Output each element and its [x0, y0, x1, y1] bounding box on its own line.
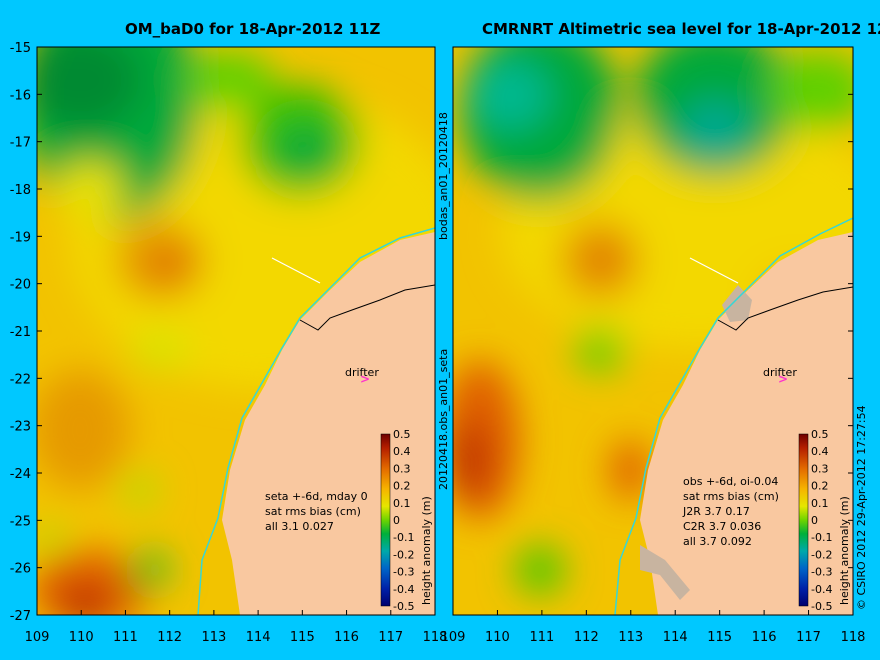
- colorbar-tick-label: 0.4: [811, 445, 829, 458]
- lat-tick-label: -26: [10, 562, 31, 577]
- lat-tick-label: -19: [10, 230, 31, 245]
- colorbar-tick-label: -0.3: [811, 566, 832, 579]
- colorbar-tick-label: 0.5: [393, 428, 411, 441]
- colorbar-tick-label: 0.2: [811, 480, 829, 493]
- right-lon-axis: 109 110 111 112 113 114 115 116 117 118: [441, 610, 866, 645]
- lat-tick-label: -17: [10, 136, 31, 151]
- left-drifter-icon: >: [360, 372, 370, 386]
- credit-text: © CSIRO 2012 29-Apr-2012 17:27:54: [855, 405, 868, 610]
- colorbar-tick-label: -0.5: [811, 600, 832, 613]
- colorbar-tick-label: 0.2: [393, 480, 411, 493]
- right-panel-title: CMRNRT Altimetric sea level for 18-Apr-2…: [482, 20, 880, 38]
- colorbar-tick-label: -0.5: [393, 600, 414, 613]
- svg-text:sat rms bias (cm): sat rms bias (cm): [683, 490, 779, 503]
- lat-tick-label: -27: [10, 609, 31, 624]
- colorbar-tick-label: -0.4: [811, 583, 832, 596]
- right-colorbar: 0.5 0.4 0.3 0.2 0.1 0 -0.1 -0.2 -0.3 -0.4 -0.5 hei…: [798, 428, 851, 613]
- lat-tick-label: -24: [10, 467, 31, 482]
- svg-text:all 3.7 0.092: all 3.7 0.092: [683, 535, 752, 548]
- svg-text:sat rms bias (cm): sat rms bias (cm): [265, 505, 361, 518]
- lon-tick-label: 114: [246, 630, 271, 645]
- lon-tick-label: 115: [707, 630, 732, 645]
- right-drifter-icon: >: [778, 372, 788, 386]
- side-label-bottom: 20120418.obs_an01_seta: [437, 349, 450, 490]
- colorbar-tick-label: 0.1: [393, 497, 411, 510]
- colorbar-tick-label: 0: [811, 514, 818, 527]
- colorbar-tick-label: 0: [393, 514, 400, 527]
- svg-text:J2R 3.7 0.17: J2R 3.7 0.17: [682, 505, 750, 518]
- colorbar-tick-label: 0.4: [393, 445, 411, 458]
- lon-tick-label: 116: [334, 630, 359, 645]
- lat-tick-label: -16: [10, 88, 31, 103]
- lon-tick-label: 118: [841, 630, 866, 645]
- lon-tick-label: 118: [423, 630, 448, 645]
- lon-tick-label: 111: [529, 630, 554, 645]
- left-lat-axis: -15 -16 -17 -18 -19 -20 -21 -22 -23 -24 -25 -26 -27: [10, 41, 853, 624]
- svg-text:seta +-6d, mday 0: seta +-6d, mday 0: [265, 490, 368, 503]
- lat-tick-label: -18: [10, 183, 31, 198]
- colorbar-tick-label: 0.3: [811, 462, 829, 475]
- colorbar-tick-label: 0.5: [811, 428, 829, 441]
- lon-tick-label: 112: [574, 630, 599, 645]
- lon-tick-label: 110: [485, 630, 510, 645]
- lon-tick-label: 117: [378, 630, 403, 645]
- colorbar-tick-label: -0.4: [393, 583, 414, 596]
- colorbar-tick-label: -0.3: [393, 566, 414, 579]
- colorbar-tick-label: -0.2: [811, 548, 832, 561]
- left-colorbar-label: height anomaly (m): [420, 496, 433, 605]
- colorbar-tick-label: -0.1: [811, 531, 832, 544]
- lat-tick-label: -21: [10, 325, 31, 340]
- lon-tick-label: 111: [113, 630, 138, 645]
- right-map: drifter > obs +-6d, oi-0.04 sat rms bias…: [453, 47, 853, 615]
- svg-text:C2R 3.7 0.036: C2R 3.7 0.036: [683, 520, 761, 533]
- lat-tick-label: -15: [10, 41, 31, 56]
- lon-tick-label: 113: [201, 630, 226, 645]
- lon-tick-label: 113: [618, 630, 643, 645]
- svg-text:obs +-6d, oi-0.04: obs +-6d, oi-0.04: [683, 475, 778, 488]
- right-stats: obs +-6d, oi-0.04 sat rms bias (cm) J2R …: [682, 475, 779, 548]
- left-stats: seta +-6d, mday 0 sat rms bias (cm) all …: [265, 490, 368, 533]
- lon-tick-label: 109: [441, 630, 466, 645]
- lat-tick-label: -22: [10, 372, 31, 387]
- left-map: drifter > seta +-6d, mday 0 sat rms bias…: [37, 47, 435, 615]
- colorbar-tick-label: 0.3: [393, 462, 411, 475]
- colorbar-tick-label: -0.2: [393, 548, 414, 561]
- lon-tick-label: 109: [25, 630, 50, 645]
- left-panel-title: OM_baD0 for 18-Apr-2012 11Z: [125, 20, 381, 38]
- colorbar-tick-label: 0.1: [811, 497, 829, 510]
- svg-text:all 3.1 0.027: all 3.1 0.027: [265, 520, 334, 533]
- lat-tick-label: -23: [10, 420, 31, 435]
- lon-tick-label: 116: [752, 630, 777, 645]
- colorbar-tick-label: -0.1: [393, 531, 414, 544]
- lon-tick-label: 114: [663, 630, 688, 645]
- lat-tick-label: -20: [10, 278, 31, 293]
- lon-tick-label: 112: [157, 630, 182, 645]
- lon-tick-label: 110: [69, 630, 94, 645]
- side-label-top: bodas_an01_20120418: [437, 112, 450, 240]
- right-colorbar-label: height anomaly (m): [838, 496, 851, 605]
- left-drifter-label: drifter: [345, 366, 379, 379]
- right-drifter-label: drifter: [763, 366, 797, 379]
- lon-tick-label: 117: [796, 630, 821, 645]
- lat-tick-label: -25: [10, 514, 31, 529]
- left-colorbar: 0.5 0.4 0.3 0.2 0.1 0 -0.1 -0.2 -0.3 -0.4 -0.5 hei…: [380, 428, 433, 613]
- left-lon-axis: 109 110 111 112 113 114 115 116 117 118: [25, 610, 448, 645]
- lon-tick-label: 115: [290, 630, 315, 645]
